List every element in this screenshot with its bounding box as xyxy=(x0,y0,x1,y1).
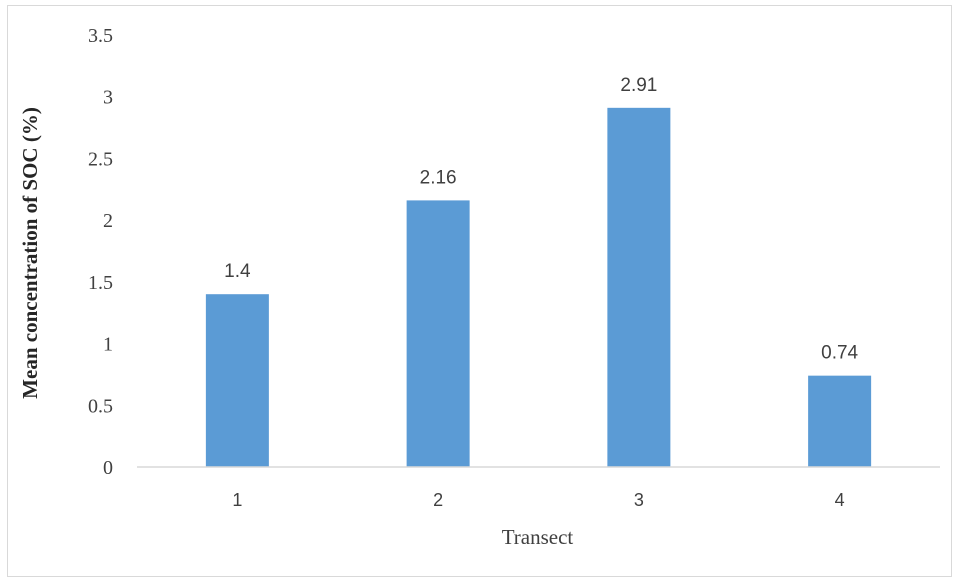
y-tick-label: 2.5 xyxy=(88,148,113,170)
data-label: 0.74 xyxy=(821,343,858,364)
y-tick-label: 2 xyxy=(103,210,113,232)
y-axis-ticks: 0 0.5 1 1.5 2 2.5 3 3.5 xyxy=(88,25,113,479)
bar xyxy=(607,107,671,467)
y-axis-title: Mean concentration of SOC (%) xyxy=(18,107,42,399)
y-tick-label: 3.5 xyxy=(88,25,113,47)
y-tick-label: 1.5 xyxy=(88,272,113,294)
x-tick-label: 4 xyxy=(835,490,845,510)
x-tick-label: 1 xyxy=(232,490,242,510)
y-tick-label: 1 xyxy=(103,334,113,356)
x-axis-title: Transect xyxy=(502,525,574,549)
data-label: 2.91 xyxy=(620,75,657,96)
bar xyxy=(406,200,470,467)
bars xyxy=(205,107,872,467)
chart-frame xyxy=(7,5,952,577)
y-tick-label: 0 xyxy=(103,457,113,479)
bar xyxy=(808,375,872,467)
x-tick-label: 3 xyxy=(634,490,644,510)
x-axis-tick-labels: 1 2 3 4 xyxy=(232,490,844,510)
data-label: 2.16 xyxy=(420,167,457,188)
data-label: 1.4 xyxy=(224,261,251,282)
data-labels: 1.4 2.16 2.91 0.74 xyxy=(224,75,858,364)
bar xyxy=(205,294,269,467)
y-tick-label: 3 xyxy=(103,87,113,109)
y-tick-label: 0.5 xyxy=(88,395,113,417)
x-tick-label: 2 xyxy=(433,490,443,510)
